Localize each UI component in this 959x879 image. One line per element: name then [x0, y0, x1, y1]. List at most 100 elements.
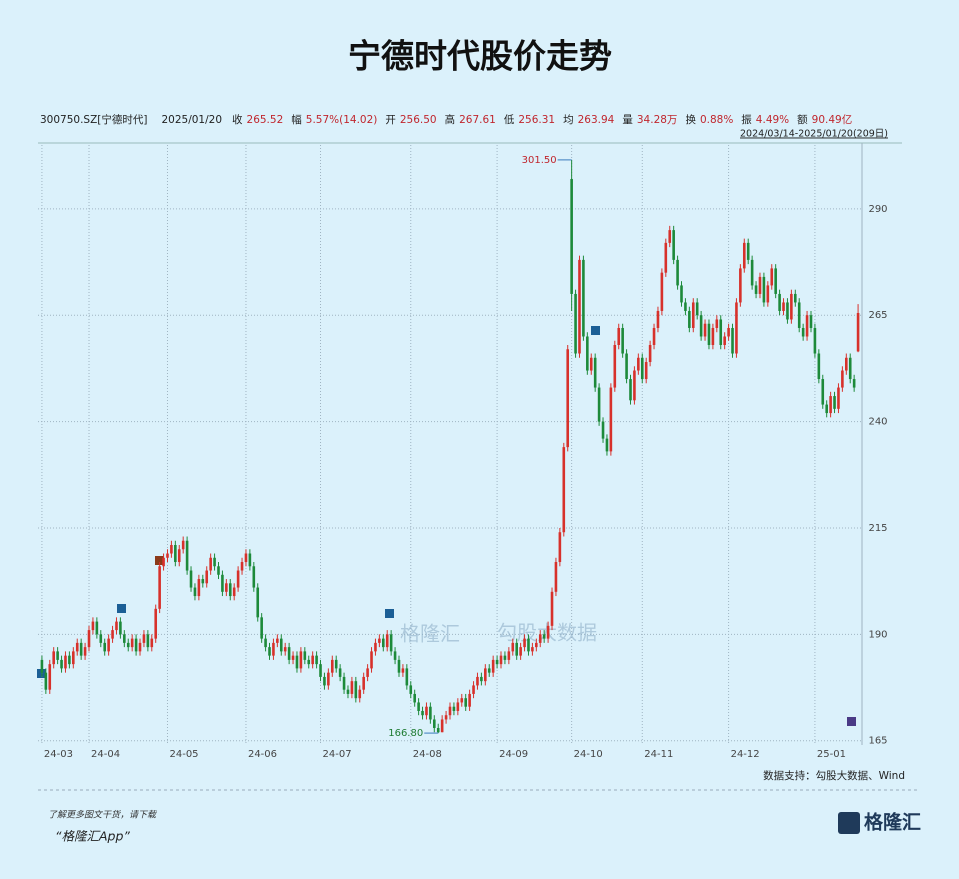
quote-label: 开: [385, 114, 396, 126]
candle-body: [499, 655, 503, 665]
candle-body: [684, 302, 687, 311]
candle-body: [225, 583, 228, 592]
candle-body: [754, 285, 758, 294]
candle-body: [358, 689, 362, 699]
candle-body: [342, 676, 346, 690]
candle-body: [711, 327, 715, 345]
candle-body: [154, 608, 158, 639]
candle-body: [633, 370, 636, 401]
candle-body: [103, 642, 107, 652]
footer-logo: 格隆汇: [864, 811, 921, 834]
candle-body: [279, 638, 283, 652]
candle-body: [778, 293, 781, 311]
candle-body: [354, 681, 358, 699]
candle-body: [444, 715, 448, 720]
quote-label: 均: [563, 114, 574, 126]
candle-body: [393, 651, 397, 660]
candle-body: [150, 638, 154, 648]
y-tick-label: 165: [868, 736, 887, 747]
candle-body: [115, 621, 118, 631]
candle-body: [664, 242, 668, 273]
candle-body: [95, 621, 99, 635]
stock-code: 300750.SZ[宁德时代]: [40, 113, 147, 126]
quote-value: 267.61: [459, 114, 496, 126]
candle-body: [856, 313, 860, 352]
candle-body: [429, 706, 432, 720]
candle-body: [209, 557, 212, 571]
candle-body: [177, 549, 181, 563]
candle-body: [582, 259, 585, 337]
candle-body: [637, 357, 640, 371]
candle-body: [821, 379, 825, 405]
candle-body: [232, 587, 236, 597]
candle-body: [554, 562, 558, 592]
event-marker: [591, 326, 600, 335]
candle-body: [52, 651, 55, 665]
candle-body: [735, 302, 738, 354]
watermark: 格隆汇: [400, 622, 460, 646]
candle-body: [366, 668, 369, 677]
candle-body: [829, 396, 832, 414]
candle-body: [272, 642, 275, 656]
candle-body: [793, 293, 797, 303]
candle-body: [436, 727, 440, 733]
quote-label: 低: [504, 113, 515, 126]
candle-body: [130, 638, 134, 648]
quote-value: 0.88%: [700, 114, 733, 126]
candle-body: [574, 293, 577, 354]
candle-body: [228, 583, 232, 597]
x-tick-label: 24-03: [44, 749, 73, 760]
x-tick-label: 24-08: [413, 749, 442, 760]
candle-body: [119, 621, 122, 635]
annotation-label: 301.50: [522, 155, 557, 166]
candle-body: [385, 634, 389, 648]
candle-body: [311, 655, 314, 665]
candle-body: [629, 379, 632, 401]
candle-body: [766, 285, 770, 303]
candle-body: [315, 655, 318, 665]
candle-body: [448, 706, 452, 716]
candle-body: [48, 664, 52, 690]
candle-body: [648, 345, 652, 363]
x-tick-label: 24-11: [644, 749, 673, 760]
candle-body: [652, 327, 656, 345]
candle-body: [213, 557, 216, 567]
x-tick-label: 24-07: [323, 749, 352, 760]
candle-body: [146, 634, 150, 648]
quote-label: 振: [741, 113, 752, 126]
candle-body: [527, 638, 530, 652]
candle-body: [75, 642, 79, 652]
candle-body: [852, 379, 856, 388]
candle-body: [676, 259, 679, 286]
candle-body: [805, 315, 809, 337]
candle-body: [346, 689, 350, 694]
x-tick-label: 24-09: [499, 749, 528, 760]
quote-label: 换: [685, 113, 696, 126]
candle-body: [762, 276, 766, 303]
candle-body: [370, 651, 373, 669]
candle-body: [126, 642, 130, 648]
candle-body: [460, 698, 464, 703]
candle-body: [217, 566, 220, 575]
candle-body: [56, 651, 59, 660]
candle-body: [44, 672, 48, 690]
candle-body: [519, 647, 522, 656]
quote-label: 高: [445, 113, 456, 126]
candle-body: [723, 336, 726, 345]
candle-body: [236, 570, 240, 588]
candle-body: [750, 259, 754, 286]
candle-body: [695, 302, 699, 316]
y-tick-label: 240: [868, 417, 887, 428]
candle-body: [295, 655, 299, 669]
candle-body: [334, 659, 338, 669]
candle-body: [841, 370, 844, 388]
candle-body: [578, 259, 581, 354]
candle-body: [166, 553, 169, 558]
y-tick-label: 190: [868, 629, 887, 640]
candle-body: [593, 357, 597, 388]
candle-body: [252, 566, 256, 588]
quote-value: 265.52: [247, 114, 284, 126]
candle-body: [256, 587, 260, 618]
candle-body: [691, 302, 695, 328]
candle-body: [330, 659, 334, 673]
